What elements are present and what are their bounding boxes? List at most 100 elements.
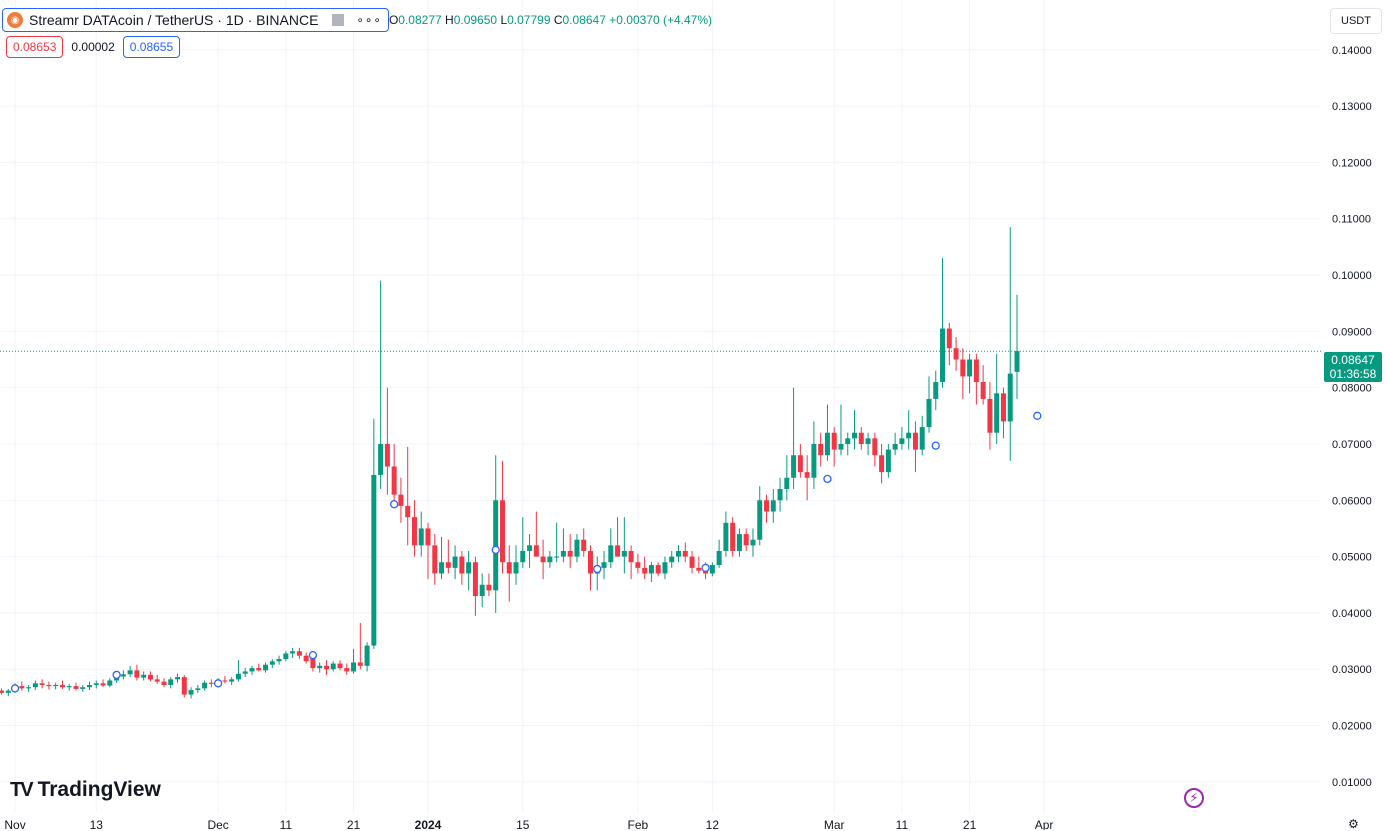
event-marker[interactable]	[701, 563, 710, 573]
candle-body	[642, 567, 648, 574]
candle-body	[411, 517, 417, 546]
candle-body	[730, 522, 736, 551]
candle-body	[953, 348, 959, 360]
candle-body	[777, 489, 783, 501]
candle-body	[188, 690, 194, 695]
time-tick-label: Feb	[628, 818, 649, 830]
candle-body	[987, 398, 993, 433]
candle-body	[317, 665, 323, 669]
gear-icon[interactable]: ⚙	[1348, 817, 1359, 831]
candle-body	[384, 443, 390, 467]
candle-body	[757, 500, 763, 540]
tradingview-brand[interactable]: TV TradingView	[10, 778, 161, 802]
symbol-selector[interactable]: ◉ Streamr DATAcoin / TetherUS · 1D · BIN…	[2, 8, 389, 32]
high-value: 0.09650	[453, 13, 498, 27]
candle-body	[581, 539, 587, 551]
candle-body	[405, 505, 411, 518]
event-marker[interactable]	[1033, 411, 1042, 420]
candle-body	[445, 562, 451, 568]
candle-body	[168, 679, 174, 685]
event-marker[interactable]	[213, 679, 223, 688]
candle-body	[527, 545, 533, 551]
candle-body	[818, 443, 824, 456]
price-tick-label: 0.03000	[1332, 664, 1372, 676]
candle-body	[885, 449, 891, 473]
candle-body	[459, 556, 465, 574]
candle-body	[175, 677, 181, 680]
candle-body	[242, 671, 248, 674]
candle-body	[621, 550, 627, 557]
event-marker[interactable]	[112, 670, 121, 680]
candle-body	[696, 567, 702, 571]
price-tick-label: 0.05000	[1332, 552, 1372, 564]
event-marker[interactable]	[823, 474, 832, 484]
time-tick-label: 12	[706, 818, 720, 830]
candle-body	[371, 474, 377, 646]
candle-body	[499, 500, 505, 563]
event-markers	[10, 411, 1042, 693]
price-tick-label: 0.08000	[1332, 383, 1372, 395]
candle-body	[601, 562, 607, 568]
candle-body	[533, 545, 539, 557]
candle-body	[32, 683, 38, 688]
candle-body	[764, 500, 770, 512]
flag-icon[interactable]	[332, 14, 345, 26]
price-tick-label: 0.13000	[1332, 101, 1372, 113]
currency-button[interactable]: USDT	[1330, 8, 1382, 34]
candle-body	[323, 665, 329, 670]
candle-body	[53, 684, 59, 687]
event-marker[interactable]	[593, 564, 602, 574]
price-tick-label: 0.12000	[1332, 157, 1372, 169]
event-marker[interactable]	[308, 650, 318, 660]
candle-body	[107, 680, 113, 686]
candle-body	[120, 674, 126, 677]
candle-body	[269, 661, 275, 665]
candle-body	[703, 570, 709, 574]
candle-body	[899, 438, 905, 444]
candle-body	[364, 645, 370, 666]
time-tick-label: Dec	[207, 818, 228, 830]
change-value: +0.00370 (+4.47%)	[609, 13, 713, 27]
candle-body	[567, 550, 573, 557]
candle-body	[770, 500, 776, 512]
candle-body	[1014, 351, 1020, 372]
more-icon[interactable]: ∘∘∘	[356, 13, 382, 27]
price-tick-label: 0.06000	[1332, 495, 1372, 507]
candle-body	[93, 683, 99, 685]
candle-body	[791, 455, 797, 478]
candle-body	[147, 674, 153, 680]
candle-body	[39, 683, 45, 685]
price-tick-label: 0.04000	[1332, 608, 1372, 620]
candle-body	[615, 545, 621, 557]
candle-body	[432, 545, 438, 574]
event-marker[interactable]	[10, 684, 20, 693]
candle-body	[655, 565, 661, 574]
lightning-icon[interactable]: ⚡	[1184, 788, 1204, 808]
time-tick-label: 15	[516, 818, 530, 830]
candle-body	[804, 472, 810, 478]
event-marker[interactable]	[491, 545, 500, 554]
candle-body	[547, 556, 553, 563]
candle-body	[296, 651, 302, 656]
candle-body	[879, 455, 885, 473]
candle-body	[87, 684, 93, 688]
candle-body	[797, 455, 803, 473]
event-marker[interactable]	[931, 441, 940, 450]
candle-body	[195, 688, 201, 691]
candle-body	[378, 443, 384, 475]
candle-body	[906, 432, 912, 439]
time-tick-label: 11	[896, 818, 909, 830]
candle-body	[554, 556, 560, 558]
event-marker[interactable]	[390, 500, 399, 509]
price-tick-label: 0.07000	[1332, 439, 1372, 451]
buy-price-button[interactable]: 0.08655	[122, 36, 181, 58]
time-tick-label: 2024	[415, 818, 442, 830]
candle-body	[865, 438, 871, 444]
price-tick-label: 0.01000	[1332, 777, 1372, 789]
sell-price-button[interactable]: 0.08653	[6, 36, 64, 58]
close-label: C	[553, 13, 563, 27]
time-tick-label: 11	[280, 818, 293, 830]
spread-value: 0.00002	[71, 40, 115, 54]
time-tick-label: 21	[347, 818, 361, 830]
